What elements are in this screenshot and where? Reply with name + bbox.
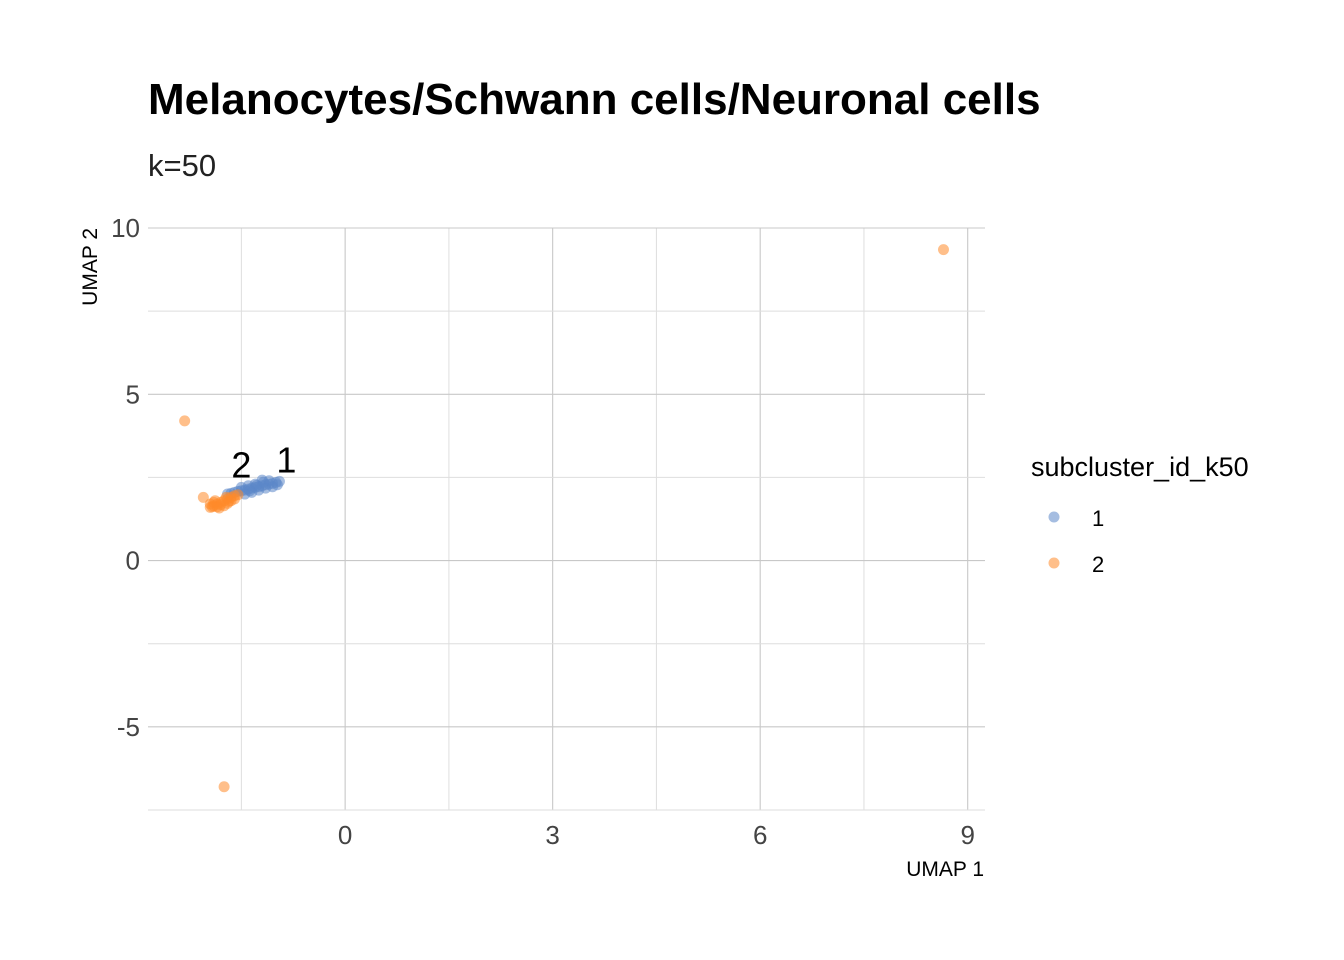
data-points: [179, 244, 949, 793]
data-point-cluster-2: [213, 502, 225, 514]
legend-title: subcluster_id_k50: [1031, 452, 1249, 482]
y-tick-label: 0: [126, 546, 140, 576]
y-tick-label: -5: [117, 712, 140, 742]
data-point-cluster-1: [244, 485, 256, 497]
data-point-cluster-1: [271, 479, 283, 491]
y-tick-label: 5: [126, 379, 140, 409]
legend: subcluster_id_k50 12: [1031, 452, 1249, 577]
data-point-cluster-2: [197, 491, 209, 503]
legend-label-1: 1: [1092, 506, 1104, 531]
x-tick-label: 3: [545, 820, 559, 850]
x-tick-label: 0: [338, 820, 352, 850]
cluster-label: 1: [276, 439, 296, 480]
x-tick-label: 9: [960, 820, 974, 850]
axis-tick-labels: 0 3 6 9 -5 0 5 10: [111, 213, 975, 850]
data-point-cluster-2: [223, 495, 235, 507]
legend-key-2: [1048, 557, 1060, 569]
grid-lines: [148, 227, 985, 811]
data-point-cluster-2: [179, 415, 191, 427]
data-point-cluster-2: [937, 244, 949, 256]
chart-subtitle: k=50: [148, 148, 216, 183]
legend-entries: 12: [1048, 506, 1104, 577]
legend-key-1: [1048, 511, 1060, 523]
x-tick-label: 6: [753, 820, 767, 850]
y-tick-label: 10: [111, 213, 140, 243]
legend-label-2: 2: [1092, 552, 1104, 577]
chart-title: Melanocytes/Schwann cells/Neuronal cells: [148, 75, 1041, 124]
x-axis-title: UMAP 1: [906, 858, 984, 881]
cluster-label: 2: [231, 444, 251, 485]
data-point-cluster-2: [218, 781, 230, 793]
y-axis-title: UMAP 2: [79, 228, 102, 306]
